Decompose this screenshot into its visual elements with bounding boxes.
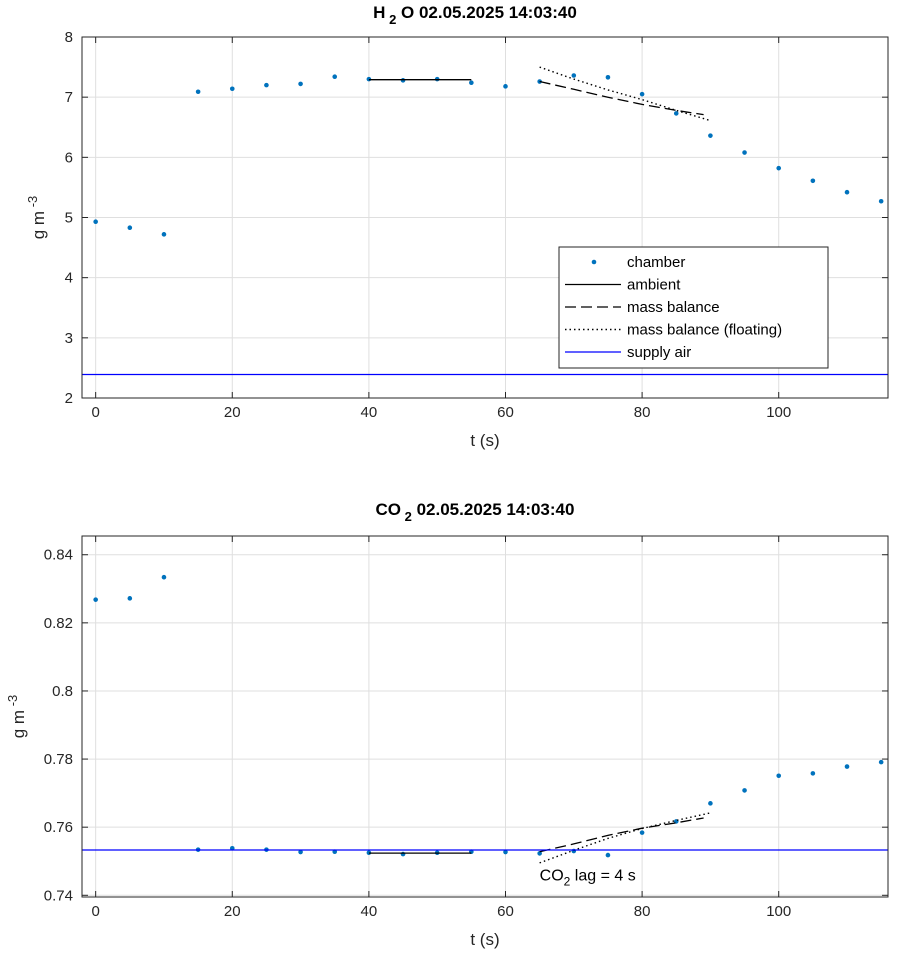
data-point: [673, 111, 679, 116]
legend-label-mass-balance-floating: mass balance (floating): [627, 322, 782, 339]
y-tick-label: 7: [65, 89, 73, 106]
data-point: [810, 771, 816, 776]
x-tick-label: 60: [497, 903, 514, 920]
legend-label-supply-air: supply air: [627, 344, 691, 361]
data-point: [708, 133, 713, 138]
data-point: [878, 759, 884, 765]
data-point: [469, 80, 474, 86]
x-tick-label: 40: [361, 903, 378, 920]
x-tick-label: 0: [91, 903, 99, 920]
x-tick-label: 100: [766, 903, 791, 920]
y-axis-label: g m -3: [5, 695, 28, 739]
y-tick-label: 2: [65, 390, 73, 407]
data-point: [264, 82, 269, 88]
data-point: [776, 773, 782, 779]
legend-marker-chamber: [591, 259, 597, 265]
y-tick-label: 0.74: [44, 887, 73, 904]
data-point: [878, 198, 884, 204]
legend: chamber ambient mass balance mass balance (…: [558, 246, 829, 369]
data-point: [93, 219, 98, 225]
data-point: [776, 165, 782, 171]
x-tick-label: 20: [224, 903, 241, 920]
y-tick-label: 6: [65, 149, 73, 166]
data-point: [742, 788, 747, 793]
data-point: [844, 764, 850, 769]
data-point: [639, 91, 645, 97]
x-axis-label: t (s): [470, 431, 499, 450]
data-point: [298, 849, 303, 855]
series-mass-balance: [539, 817, 704, 853]
panel-co2: 0 20 40 60 80 100 0.74 0.76 0.78 0.8 0.82 0.84 t (s)…: [5, 500, 889, 949]
data-point: [639, 830, 645, 835]
data-point: [332, 74, 338, 80]
axes-box: [81, 535, 889, 898]
data-point: [503, 84, 508, 89]
y-tick-label: 0.82: [44, 615, 73, 632]
y-tick-label: 8: [65, 29, 73, 46]
series-mass-balance-floating: [539, 66, 711, 122]
x-tick-label: 100: [766, 404, 791, 421]
x-tick-label: 40: [361, 404, 378, 421]
legend-label-mass-balance: mass balance: [627, 299, 720, 316]
data-point: [605, 852, 611, 858]
x-axis-label: t (s): [470, 930, 499, 949]
legend-label-ambient: ambient: [627, 277, 681, 294]
data-point: [366, 850, 372, 856]
plot-area: [82, 536, 888, 897]
data-point: [93, 597, 98, 602]
series-mass-balance: [539, 80, 704, 116]
data-point: [229, 86, 235, 92]
y-tick-label: 5: [65, 210, 73, 227]
y-tick-label: 4: [65, 270, 73, 287]
x-tick-label: 80: [634, 404, 651, 421]
series-mass-balance-floating: [539, 812, 711, 864]
data-point: [503, 849, 508, 855]
x-tick-label: 80: [634, 903, 651, 920]
data-point: [742, 150, 747, 155]
y-tick-label: 0.76: [44, 819, 73, 836]
data-point: [844, 189, 850, 195]
data-point: [605, 75, 611, 80]
lag-annotation: CO2 lag = 4 s: [540, 868, 636, 889]
x-tick-label: 60: [497, 404, 514, 421]
data-point: [127, 596, 133, 601]
legend-label-chamber: chamber: [627, 254, 685, 271]
x-tick-label: 0: [91, 404, 99, 421]
y-tick-label: 0.8: [52, 683, 73, 700]
y-axis-label: g m -3: [25, 196, 48, 240]
data-point: [161, 574, 167, 580]
series-chamber: [93, 574, 884, 858]
chart-title: CO 2 02.05.2025 14:03:40: [376, 500, 575, 524]
data-point: [161, 232, 167, 237]
panel-h2o: 0 20 40 60 80 100 2 3 4 5 6 7 8 t (s) g m -3 H 2 O 02.0…: [25, 3, 889, 450]
x-tick-label: 20: [224, 404, 241, 421]
data-point: [298, 81, 303, 87]
data-point: [708, 801, 713, 806]
y-tick-label: 0.84: [44, 547, 73, 564]
data-point: [195, 89, 201, 95]
data-point: [571, 73, 577, 78]
data-point: [537, 851, 542, 856]
data-point: [127, 225, 133, 231]
data-point: [810, 178, 816, 184]
y-tick-label: 3: [65, 330, 73, 347]
chart-title: H 2 O 02.05.2025 14:03:40: [373, 3, 577, 27]
y-tick-label: 0.78: [44, 751, 73, 768]
